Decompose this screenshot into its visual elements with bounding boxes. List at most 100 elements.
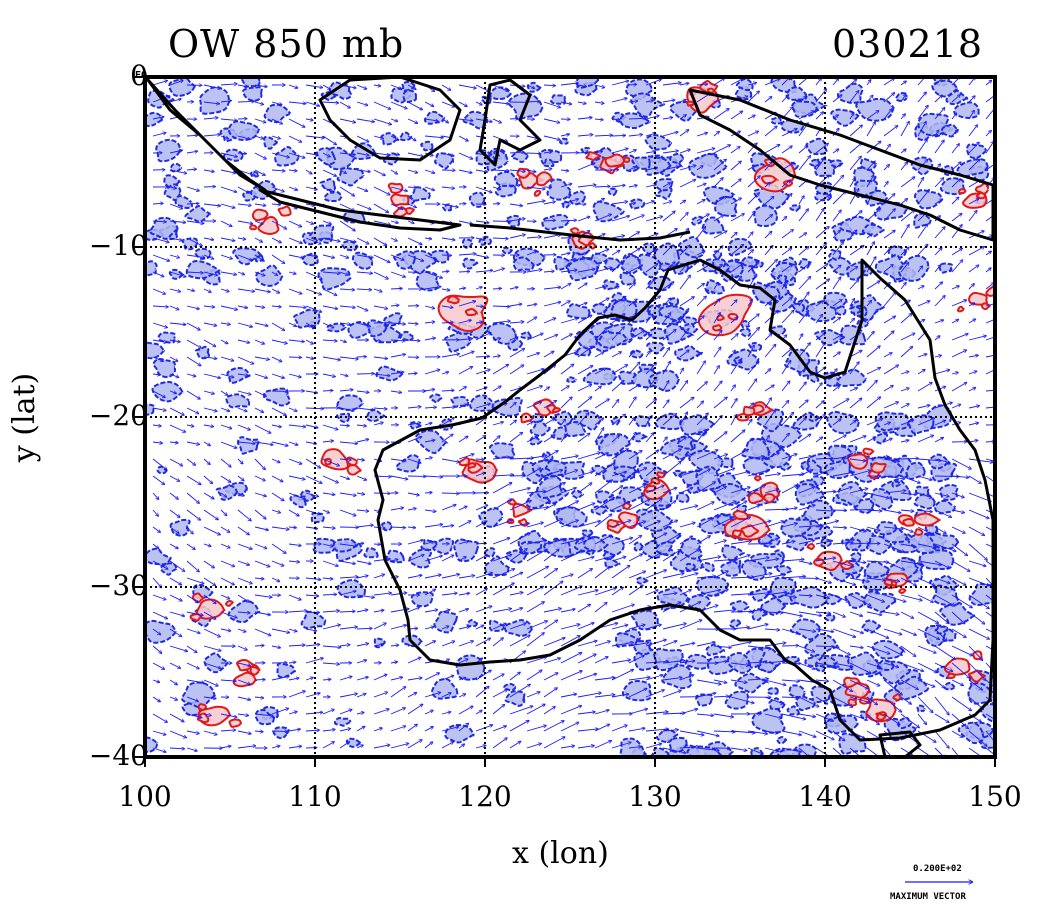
wind-vector [407, 187, 416, 188]
negative-contour [855, 97, 895, 122]
negative-contour [849, 305, 862, 315]
y-axis-label: y (lat) [7, 372, 43, 463]
negative-contour [654, 541, 674, 556]
positive-contour [742, 405, 756, 417]
positive-contour [760, 174, 780, 185]
negative-contour [580, 529, 594, 537]
negative-contour [607, 187, 618, 197]
positive-contour [898, 588, 907, 594]
negative-contour [791, 100, 818, 118]
positive-contour [277, 205, 292, 217]
negative-contour [776, 565, 793, 576]
negative-contour [363, 547, 379, 559]
negative-contour [501, 246, 513, 255]
negative-contour [381, 521, 394, 532]
negative-contour [770, 116, 783, 125]
wind-vector [611, 135, 625, 136]
negative-contour [740, 256, 758, 268]
wind-vector [628, 84, 636, 85]
positive-contour [228, 718, 242, 728]
negative-contour [631, 156, 651, 170]
positive-contour [958, 188, 967, 195]
negative-contour [242, 86, 263, 102]
negative-contour [729, 619, 742, 629]
x-tick-label: 150 [968, 780, 1022, 813]
negative-contour [582, 367, 618, 386]
positive-contour [533, 189, 542, 197]
negative-contour [824, 613, 836, 622]
negative-contour [409, 186, 434, 202]
negative-contour [450, 396, 470, 408]
negative-contour [168, 268, 185, 280]
positive-contour [446, 295, 460, 305]
y-tick-label: 0 [130, 59, 148, 92]
wind-vector [424, 492, 432, 493]
positive-contour [569, 227, 580, 235]
negative-contour [668, 297, 680, 307]
negative-contour [828, 249, 842, 261]
y-tick-label: −40 [88, 739, 148, 772]
negative-contour [489, 86, 512, 101]
negative-contour [720, 560, 742, 577]
negative-contour [564, 421, 587, 438]
positive-contour [806, 542, 816, 551]
negative-contour [566, 376, 577, 383]
negative-contour [735, 77, 754, 92]
negative-contour [640, 539, 663, 559]
negative-contour [461, 238, 474, 249]
negative-contour [827, 444, 854, 464]
negative-contour [169, 162, 183, 173]
negative-contour [546, 178, 572, 201]
x-tick-label: 110 [288, 780, 342, 813]
negative-contour [402, 89, 418, 103]
wind-vector [509, 118, 518, 119]
x-axis-label: x (lon) [512, 836, 609, 871]
negative-contour [741, 437, 771, 460]
negative-contour [558, 137, 569, 145]
negative-contour [805, 137, 828, 156]
negative-contour [749, 588, 770, 602]
negative-contour [721, 544, 745, 562]
negative-contour [326, 322, 347, 333]
negative-contour [840, 538, 850, 547]
negative-contour [633, 541, 644, 552]
negative-contour [861, 223, 885, 238]
positive-contour [464, 307, 479, 317]
positive-contour [249, 224, 258, 231]
wind-vector [458, 271, 469, 272]
positive-contour [551, 406, 562, 414]
negative-contour [835, 368, 868, 388]
negative-contour [317, 267, 352, 291]
negative-contour [604, 557, 621, 569]
negative-contour [785, 534, 809, 552]
x-tick-label: 100 [118, 780, 172, 813]
negative-contour [672, 469, 684, 478]
negative-contour [809, 158, 821, 167]
negative-contour [309, 224, 335, 241]
x-tick-label: 140 [798, 780, 852, 813]
negative-contour [633, 415, 651, 428]
negative-contour [174, 195, 194, 209]
wind-vector [254, 679, 265, 680]
negative-contour [739, 327, 752, 338]
positive-contour [883, 578, 893, 587]
negative-contour [934, 499, 957, 515]
negative-contour [661, 664, 693, 690]
positive-contour [467, 462, 477, 469]
negative-contour [503, 682, 518, 692]
positive-contour [390, 193, 410, 207]
negative-contour [649, 746, 675, 757]
negative-contour [753, 204, 779, 228]
negative-contour [874, 411, 911, 432]
negative-contour [905, 461, 926, 480]
negative-contour [423, 110, 446, 125]
negative-contour [542, 158, 555, 168]
negative-contour [829, 159, 844, 168]
wind-vector [900, 458, 918, 459]
negative-contour [869, 487, 894, 511]
negative-contour [603, 257, 621, 271]
negative-contour [644, 134, 673, 151]
negative-contour [735, 504, 748, 513]
negative-contour [776, 735, 788, 745]
